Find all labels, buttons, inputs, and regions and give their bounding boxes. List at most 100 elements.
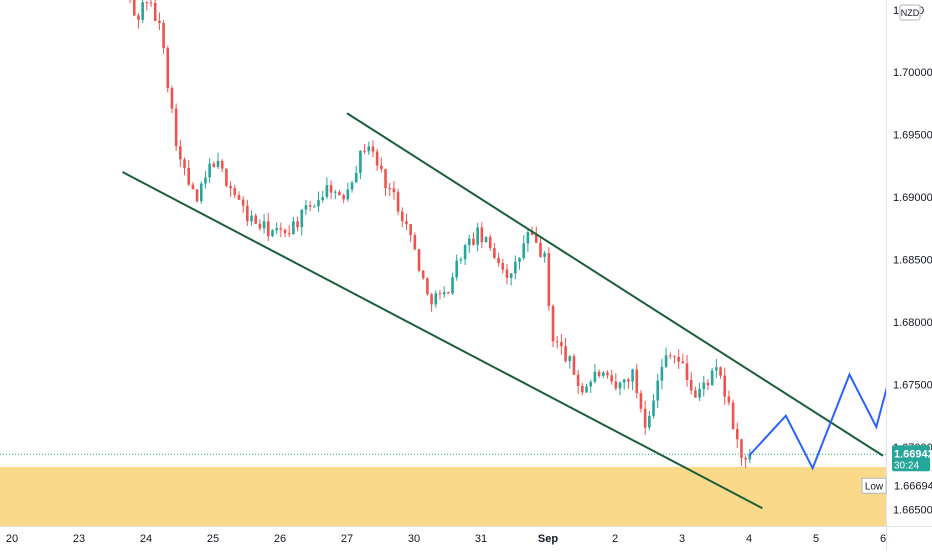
candle[interactable] <box>488 234 492 252</box>
candle[interactable] <box>447 291 450 294</box>
candle[interactable] <box>614 373 618 391</box>
candle[interactable] <box>631 368 634 391</box>
candle[interactable] <box>702 375 706 397</box>
candle[interactable] <box>141 0 144 24</box>
candle[interactable] <box>455 254 459 281</box>
candle[interactable] <box>601 370 605 379</box>
candle[interactable] <box>405 213 408 231</box>
candle[interactable] <box>493 242 496 260</box>
candle[interactable] <box>158 12 161 31</box>
candle[interactable] <box>413 232 417 251</box>
candle[interactable] <box>195 189 199 203</box>
candle[interactable] <box>660 358 664 390</box>
candle[interactable] <box>639 390 643 413</box>
candle[interactable] <box>622 379 626 390</box>
candle[interactable] <box>585 383 588 393</box>
candle[interactable] <box>715 358 718 378</box>
candle[interactable] <box>539 237 542 258</box>
candle[interactable] <box>287 225 291 238</box>
candle[interactable] <box>417 248 421 273</box>
candle[interactable] <box>476 222 479 252</box>
candle[interactable] <box>727 390 731 406</box>
candle[interactable] <box>522 235 526 261</box>
candle[interactable] <box>606 370 609 379</box>
candle[interactable] <box>719 366 722 379</box>
candle[interactable] <box>258 219 262 231</box>
candle[interactable] <box>262 214 266 234</box>
candle[interactable] <box>204 171 207 189</box>
currency-badge[interactable]: NZD <box>899 4 921 21</box>
candle[interactable] <box>246 199 249 226</box>
candle[interactable] <box>359 150 362 180</box>
candle[interactable] <box>694 386 697 398</box>
candle[interactable] <box>321 190 325 203</box>
candle[interactable] <box>174 103 178 151</box>
candle[interactable] <box>187 159 191 186</box>
candle[interactable] <box>266 212 270 242</box>
candle[interactable] <box>744 455 747 469</box>
candle[interactable] <box>551 304 555 347</box>
candle[interactable] <box>191 182 195 190</box>
candle[interactable] <box>384 168 387 196</box>
candle[interactable] <box>509 272 513 286</box>
candle[interactable] <box>409 223 412 243</box>
candle[interactable] <box>145 1 149 11</box>
candle[interactable] <box>480 222 484 249</box>
candle[interactable] <box>560 333 563 355</box>
candle[interactable] <box>635 363 639 399</box>
candle[interactable] <box>350 180 354 193</box>
candle[interactable] <box>392 181 396 200</box>
candle[interactable] <box>199 181 203 205</box>
candle[interactable] <box>149 0 153 7</box>
candle[interactable] <box>132 0 136 16</box>
candle[interactable] <box>664 347 668 369</box>
candle[interactable] <box>723 367 727 405</box>
candle[interactable] <box>656 374 660 409</box>
candle[interactable] <box>300 209 304 236</box>
candle[interactable] <box>589 379 593 393</box>
candle[interactable] <box>237 191 241 200</box>
candle[interactable] <box>735 422 739 448</box>
candle[interactable] <box>740 438 743 466</box>
candle[interactable] <box>225 168 228 188</box>
candle[interactable] <box>526 228 530 252</box>
candle[interactable] <box>308 201 312 212</box>
candle[interactable] <box>292 216 295 235</box>
candle[interactable] <box>668 352 672 359</box>
candle[interactable] <box>568 354 572 369</box>
candle[interactable] <box>497 252 500 267</box>
candle[interactable] <box>346 182 350 202</box>
candle[interactable] <box>179 139 182 167</box>
candle[interactable] <box>233 184 237 199</box>
drawings-layer[interactable] <box>122 112 923 510</box>
candle[interactable] <box>543 250 546 263</box>
candle[interactable] <box>451 272 454 296</box>
candle[interactable] <box>677 349 680 370</box>
candle[interactable] <box>426 277 429 296</box>
candle[interactable] <box>514 255 517 280</box>
candle[interactable] <box>463 243 467 265</box>
candle[interactable] <box>421 270 425 280</box>
candle[interactable] <box>673 355 676 364</box>
candle[interactable] <box>484 236 488 243</box>
candle[interactable] <box>467 234 471 253</box>
channel-line-lower[interactable] <box>122 171 763 510</box>
candle[interactable] <box>212 161 216 168</box>
candle[interactable] <box>681 353 685 364</box>
candle[interactable] <box>296 216 299 232</box>
candle[interactable] <box>593 363 597 384</box>
candle[interactable] <box>430 292 433 312</box>
candle[interactable] <box>313 204 316 208</box>
candle[interactable] <box>329 180 333 200</box>
candle[interactable] <box>367 141 371 155</box>
candles-layer[interactable] <box>125 0 752 469</box>
candle[interactable] <box>685 355 689 387</box>
candle[interactable] <box>283 228 287 238</box>
candle[interactable] <box>129 0 132 4</box>
candle[interactable] <box>333 189 337 200</box>
candle[interactable] <box>304 199 308 216</box>
candle[interactable] <box>279 222 283 238</box>
candle[interactable] <box>501 259 505 274</box>
candle[interactable] <box>220 159 224 173</box>
